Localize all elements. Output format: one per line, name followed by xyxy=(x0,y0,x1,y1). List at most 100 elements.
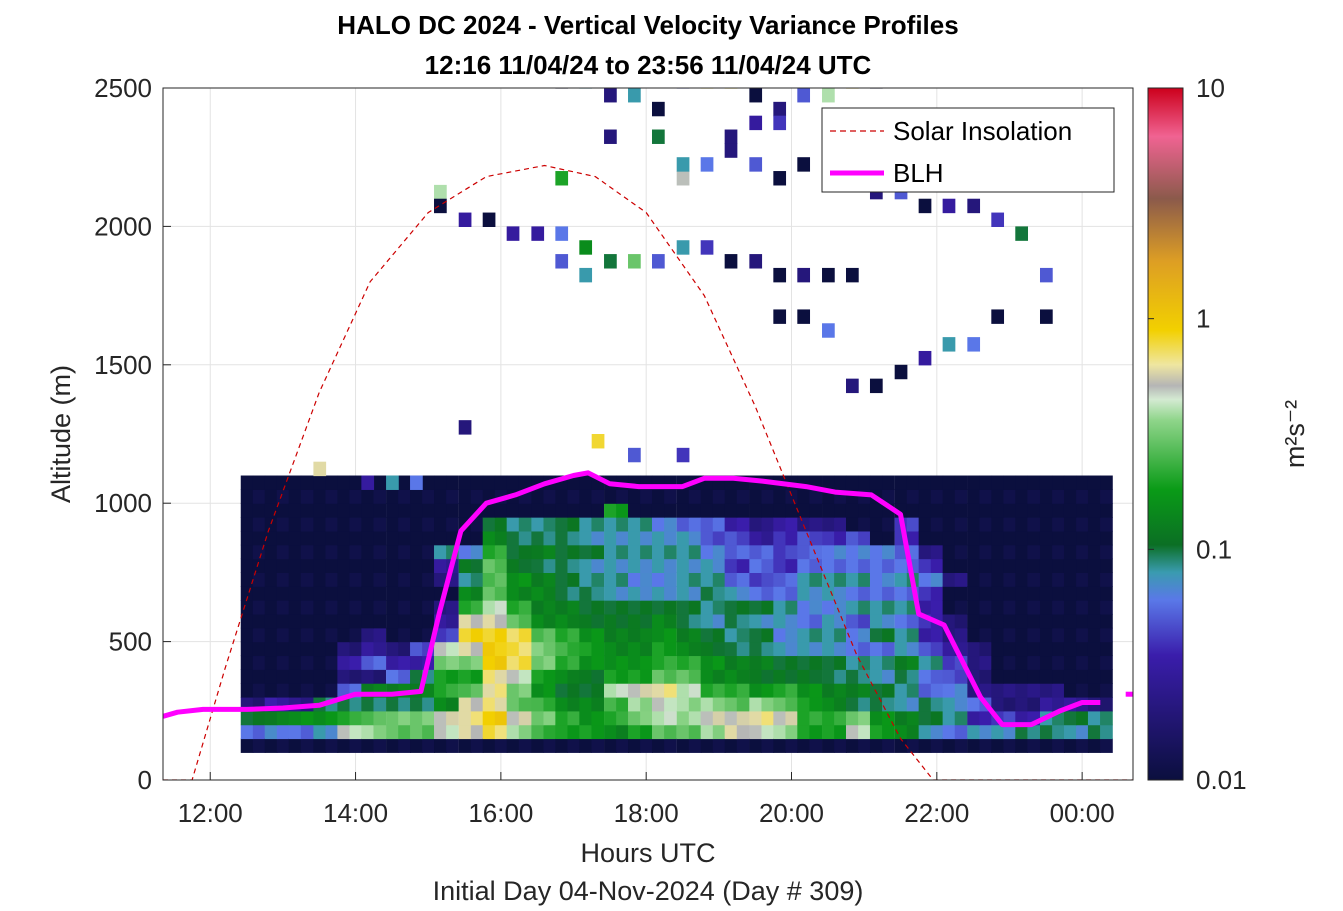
heatmap-cell-26-14 xyxy=(869,544,883,560)
heatmap-cell-12-12 xyxy=(531,572,545,587)
heatmap-cell-7-0 xyxy=(410,738,423,753)
heatmap-cell-12-5b xyxy=(543,669,557,684)
heatmap-cell-10-19 xyxy=(482,475,496,490)
heatmap-cell-6-14 xyxy=(386,544,399,560)
heatmap-cell-4-0b xyxy=(349,738,363,753)
heatmap-cell-3-2b xyxy=(325,710,339,726)
heatmap-cell-5-1 xyxy=(361,724,375,740)
heatmap-cell-4-2 xyxy=(337,710,351,726)
heatmap-cell-14-9 xyxy=(579,613,593,629)
heatmap-cell-upper-40 xyxy=(942,198,956,214)
heatmap-cell-29-19 xyxy=(942,475,956,490)
heatmap-cell-7-3 xyxy=(410,696,423,712)
heatmap-cell-18-11 xyxy=(676,586,690,601)
heatmap-cell-6-7 xyxy=(386,641,399,657)
heatmap-cell-5-3 xyxy=(361,696,375,712)
heatmap-cell-33-16 xyxy=(1039,517,1053,532)
heatmap-cell-5-11 xyxy=(361,586,375,601)
heatmap-cell-9-18 xyxy=(458,489,472,504)
heatmap-cell-10-1 xyxy=(482,724,496,740)
heatmap-cell-25-17 xyxy=(845,503,859,518)
heatmap-cell-18-6b xyxy=(688,655,702,670)
heatmap-cell-5-2b xyxy=(373,710,387,726)
heatmap-cell-20-18 xyxy=(724,489,738,504)
heatmap-cell-6-3b xyxy=(398,696,411,712)
heatmap-cell-31-14b xyxy=(1003,544,1017,560)
heatmap-cell-22-10b xyxy=(785,600,799,615)
heatmap-cell-21-13b xyxy=(761,558,775,573)
heatmap-cell-31-18 xyxy=(991,489,1005,504)
heatmap-cell-13-14 xyxy=(555,544,569,560)
heatmap-cell-5-3b xyxy=(373,696,387,712)
heatmap-cell-35-4 xyxy=(1087,683,1101,698)
heatmap-cell-10-15b xyxy=(494,530,508,546)
heatmap-cell-5-8b xyxy=(373,627,387,643)
heatmap-cell-6-9 xyxy=(386,613,399,629)
heatmap-cell-35-0b xyxy=(1100,738,1113,753)
heatmap-cell-7-12b xyxy=(422,572,435,587)
heatmap-cell-23-17b xyxy=(809,503,823,518)
heatmap-cell-2-11b xyxy=(300,586,314,601)
heatmap-cell-22-1b xyxy=(785,724,799,740)
heatmap-cell-18-0b xyxy=(688,738,702,753)
heatmap-cell-25-8b xyxy=(858,627,871,643)
heatmap-cell-27-7b xyxy=(906,641,920,657)
heatmap-cell-17-12b xyxy=(664,572,677,587)
heatmap-cell-3-0 xyxy=(313,738,327,753)
heatmap-cell-15-11b xyxy=(616,586,629,601)
heatmap-cell-3-5b xyxy=(325,669,339,684)
heatmap-cell-14-7 xyxy=(579,641,593,657)
heatmap-cell-28-19b xyxy=(930,475,944,490)
heatmap-cell-28-3b xyxy=(930,696,944,712)
heatmap-cell-28-7b xyxy=(930,641,944,657)
heatmap-cell-8-2b xyxy=(446,710,459,726)
heatmap-cell-upper-26 xyxy=(797,267,811,283)
heatmap-cell-4-3b xyxy=(349,696,363,712)
heatmap-cell-28-4 xyxy=(918,683,932,698)
heatmap-cell-1-0 xyxy=(264,738,278,753)
heatmap-cell-28-16 xyxy=(918,517,932,532)
heatmap-cell-10-9b xyxy=(494,613,508,629)
heatmap-cell-35-6b xyxy=(1100,655,1113,670)
heatmap-cell-29-16 xyxy=(942,517,956,532)
heatmap-cell-8-16b xyxy=(446,517,459,532)
heatmap-cell-21-5b xyxy=(761,669,775,684)
heatmap-cell-25-16b xyxy=(858,517,871,532)
heatmap-cell-23-12b xyxy=(809,572,823,587)
heatmap-cell-11-2 xyxy=(506,710,520,726)
heatmap-cell-26-9b xyxy=(882,613,895,629)
heatmap-cell-upper-44 xyxy=(1039,267,1053,283)
heatmap-cell-upper-69 xyxy=(869,88,883,89)
heatmap-cell-15-4b xyxy=(616,683,629,698)
heatmap-cell-33-9b xyxy=(1052,613,1065,629)
heatmap-cell-35-16b xyxy=(1100,517,1113,532)
heatmap-cell-9-17 xyxy=(458,503,472,518)
heatmap-cell-15-1 xyxy=(604,724,617,740)
heatmap-cell-33-5 xyxy=(1039,669,1053,684)
heatmap-cell-34-8b xyxy=(1076,627,1089,643)
heatmap-cell-27-7 xyxy=(894,641,908,657)
heatmap-cell-1-11b xyxy=(276,586,290,601)
heatmap-cell-27-4b xyxy=(906,683,920,698)
heatmap-cell-18-13b xyxy=(688,558,702,573)
heatmap-cell-3-6 xyxy=(313,655,327,670)
heatmap-cell-21-15b xyxy=(761,530,775,546)
heatmap-cell-16-13 xyxy=(628,558,641,573)
heatmap-cell-30-11 xyxy=(967,586,981,601)
heatmap-cell-31-6b xyxy=(1003,655,1017,670)
heatmap-cell-31-1b xyxy=(1003,724,1017,740)
heatmap-cell-16-5 xyxy=(628,669,641,684)
heatmap-cell-6-18 xyxy=(386,489,399,504)
heatmap-cell-22-13b xyxy=(785,558,799,573)
heatmap-cell-16-7b xyxy=(640,641,653,657)
heatmap-cell-14-12b xyxy=(591,572,605,587)
heatmap-cell-1-4 xyxy=(264,683,278,698)
heatmap-cell-25-10b xyxy=(858,600,871,615)
legend-label-solar: Solar Insolation xyxy=(893,116,1072,146)
heatmap-cell-13-14b xyxy=(567,544,581,560)
heatmap-cell-14-8 xyxy=(579,627,593,643)
heatmap-cell-2-7 xyxy=(288,641,302,657)
heatmap-cell-14-15b xyxy=(591,530,605,546)
heatmap-cell-17-6b xyxy=(664,655,677,670)
heatmap-cell-22-3 xyxy=(773,696,787,712)
